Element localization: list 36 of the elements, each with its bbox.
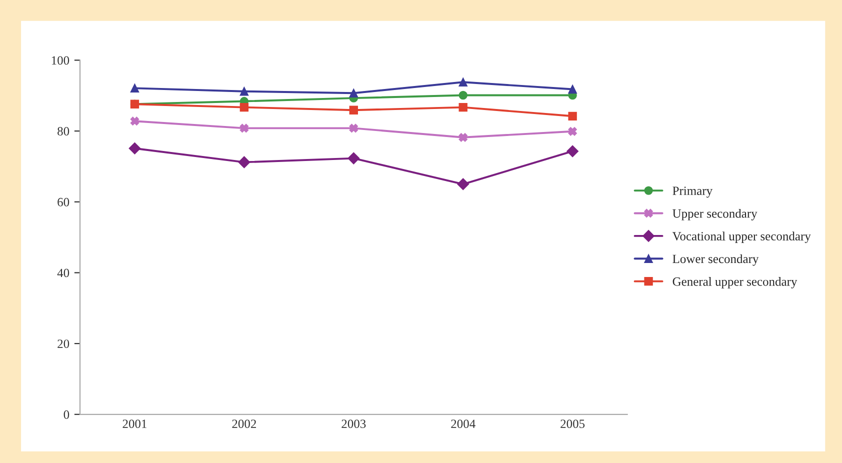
legend-label: Vocational upper secondary [672, 232, 811, 244]
y-tick-label: 40 [57, 268, 70, 278]
point [566, 145, 578, 158]
point [348, 152, 360, 164]
point [130, 84, 140, 93]
point [457, 178, 470, 190]
legend-label: General upper secondary [672, 277, 798, 288]
point [349, 88, 358, 98]
point [240, 87, 249, 96]
legend-label: Upper secondary [672, 208, 758, 220]
point [568, 127, 577, 136]
legend-label: Lower secondary [672, 254, 759, 266]
x-tick-label: 2002 [232, 420, 256, 428]
point [240, 124, 249, 133]
point [568, 112, 577, 120]
y-tick-label: 20 [58, 340, 70, 348]
y-tick-label: 60 [58, 198, 70, 206]
point [568, 84, 577, 94]
point [349, 106, 358, 114]
x-tick-label: 2004 [451, 420, 476, 428]
point [458, 133, 468, 142]
point [240, 102, 249, 112]
x-tick-label: 2001 [122, 420, 146, 428]
y-tick-label: 100 [52, 56, 70, 65]
point [130, 116, 140, 126]
point [238, 156, 250, 168]
point [458, 90, 468, 100]
y-tick-label: 80 [58, 127, 70, 136]
point [349, 124, 358, 133]
point [458, 102, 468, 112]
point [458, 78, 468, 86]
legend-label: Primary [672, 186, 713, 198]
y-tick-label: 0 [64, 410, 70, 419]
x-tick-label: 2005 [560, 420, 585, 428]
point [128, 142, 141, 154]
x-tick-label: 2003 [342, 420, 366, 428]
